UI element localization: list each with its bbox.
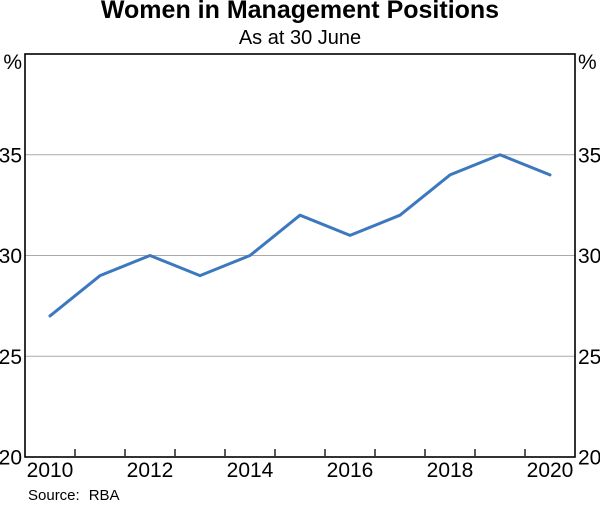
source-label: Source: <box>28 487 80 504</box>
x-axis-label: 2010 <box>27 459 74 482</box>
source-value: RBA <box>88 487 120 504</box>
x-axis-label: 2012 <box>127 459 174 482</box>
y-axis-unit-right: % <box>578 51 597 74</box>
source-note: Source: RBA <box>28 487 120 505</box>
y-axis-label-left: 35 <box>0 144 22 167</box>
y-axis-label-right: 30 <box>578 245 600 268</box>
y-axis-label-right: 35 <box>578 144 600 167</box>
y-axis-unit-left: % <box>3 51 22 74</box>
y-axis-label-right: 25 <box>578 346 600 369</box>
y-axis-label-left: 20 <box>0 447 22 470</box>
y-axis-label-right: 20 <box>578 447 600 470</box>
chart-subtitle: As at 30 June <box>238 27 362 49</box>
x-axis-label: 2020 <box>527 459 574 482</box>
chart-frame <box>24 53 576 458</box>
x-axis-label: 2014 <box>227 459 274 482</box>
x-axis-label: 2016 <box>327 459 374 482</box>
chart-title: Women in Management Positions <box>100 0 500 24</box>
y-axis-label-left: 30 <box>0 245 22 268</box>
x-axis-label: 2018 <box>427 459 474 482</box>
data-line-women-in-management <box>48 153 552 318</box>
y-axis-label-left: 25 <box>0 346 22 369</box>
